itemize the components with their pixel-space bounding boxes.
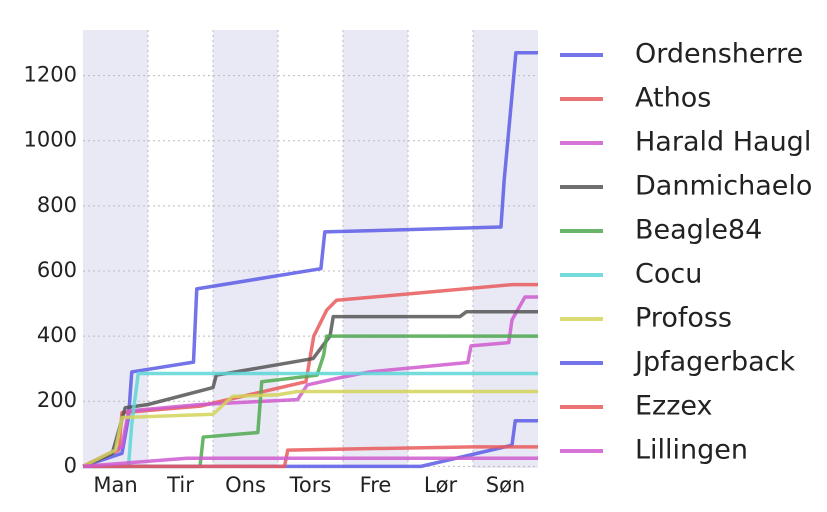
legend-label: Jpfagerback	[633, 347, 796, 378]
series-line	[82, 309, 538, 468]
legend-label: Harald Haugl	[635, 127, 811, 158]
y-tick-label: 400	[37, 323, 77, 347]
y-tick-label: 0	[64, 453, 77, 477]
day-band	[343, 30, 408, 468]
x-tick-label: Man	[93, 473, 137, 497]
x-tick-label: Søn	[486, 473, 526, 497]
x-tick-label: Ons	[225, 473, 266, 497]
series-line	[83, 445, 538, 469]
x-tick-label: Lør	[424, 473, 458, 497]
legend-label: Lillingen	[635, 435, 748, 466]
y-tick-label: 200	[37, 388, 77, 412]
legend-label: Cocu	[635, 259, 702, 290]
x-tick-label: Fre	[360, 473, 392, 497]
legend-label: Profoss	[635, 303, 732, 334]
legend-label: Danmichaelo	[635, 171, 812, 202]
series-line	[83, 371, 538, 469]
legend-label: Beagle84	[635, 215, 762, 246]
series-line	[82, 295, 538, 468]
y-tick-label: 1200	[24, 63, 77, 87]
x-tick-label: Tir	[166, 473, 194, 497]
series-line	[82, 456, 538, 469]
series-line	[82, 389, 538, 468]
legend-label: Athos	[635, 83, 711, 114]
x-tick-label: Tors	[289, 473, 332, 497]
day-band	[83, 30, 148, 468]
legend-label: Ezzex	[635, 391, 713, 422]
y-tick-label: 800	[37, 193, 77, 217]
day-band	[473, 30, 538, 468]
y-tick-label: 1000	[24, 128, 77, 152]
y-tick-label: 600	[37, 258, 77, 282]
legend-label: Ordensherre	[635, 39, 803, 70]
